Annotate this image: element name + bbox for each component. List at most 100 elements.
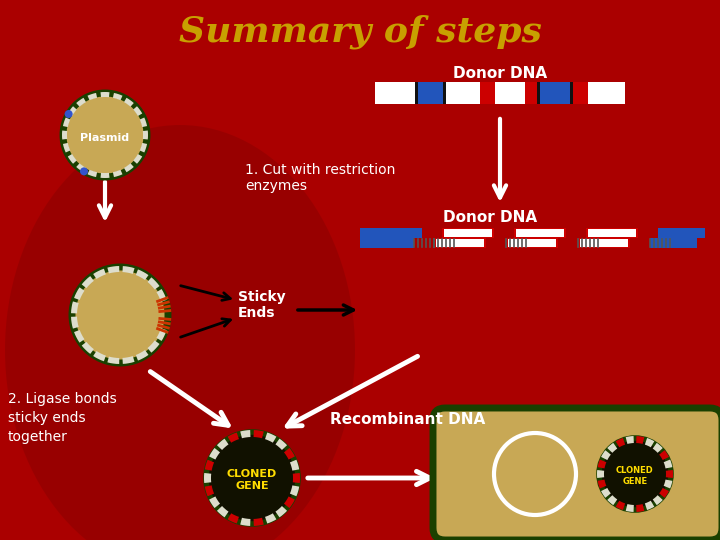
Wedge shape xyxy=(228,433,239,443)
Wedge shape xyxy=(122,266,135,274)
Wedge shape xyxy=(136,350,148,361)
Wedge shape xyxy=(156,289,166,302)
Circle shape xyxy=(72,267,168,363)
Wedge shape xyxy=(601,488,611,498)
Bar xyxy=(540,93,570,104)
Bar xyxy=(540,82,570,93)
Bar xyxy=(514,228,566,238)
Wedge shape xyxy=(63,118,71,127)
Wedge shape xyxy=(140,143,147,152)
Bar xyxy=(588,82,625,93)
Wedge shape xyxy=(76,163,86,172)
Ellipse shape xyxy=(5,125,355,540)
Wedge shape xyxy=(122,356,135,364)
Wedge shape xyxy=(664,480,672,489)
Circle shape xyxy=(599,438,671,510)
Text: CLONED
GENE: CLONED GENE xyxy=(227,469,277,491)
Wedge shape xyxy=(81,342,94,354)
Wedge shape xyxy=(645,501,654,510)
Wedge shape xyxy=(616,501,625,510)
Wedge shape xyxy=(107,266,120,273)
Wedge shape xyxy=(598,460,606,468)
Text: Donor DNA: Donor DNA xyxy=(453,65,547,80)
Bar xyxy=(375,93,418,104)
Wedge shape xyxy=(133,154,143,164)
Wedge shape xyxy=(626,436,634,444)
Wedge shape xyxy=(101,173,109,178)
Wedge shape xyxy=(636,436,644,444)
Bar xyxy=(540,93,570,104)
Wedge shape xyxy=(209,448,220,460)
Bar xyxy=(588,93,625,104)
Bar xyxy=(443,93,480,104)
Bar xyxy=(578,238,630,248)
Bar xyxy=(508,239,556,247)
Circle shape xyxy=(80,167,88,176)
Wedge shape xyxy=(228,514,239,523)
Wedge shape xyxy=(68,106,77,116)
Text: 1. Cut with restriction
enzymes: 1. Cut with restriction enzymes xyxy=(245,163,395,193)
Wedge shape xyxy=(240,518,251,526)
Wedge shape xyxy=(148,278,160,289)
Circle shape xyxy=(65,110,73,118)
Wedge shape xyxy=(63,143,71,152)
Bar xyxy=(586,228,638,238)
Bar xyxy=(567,82,573,104)
Wedge shape xyxy=(88,170,97,177)
Wedge shape xyxy=(276,506,287,517)
Wedge shape xyxy=(62,131,67,139)
Wedge shape xyxy=(660,450,669,460)
Wedge shape xyxy=(265,433,276,443)
Bar xyxy=(650,238,697,248)
Wedge shape xyxy=(626,504,634,512)
Text: Sticky
Ends: Sticky Ends xyxy=(238,290,286,320)
Bar xyxy=(436,239,484,247)
Wedge shape xyxy=(124,163,134,172)
Wedge shape xyxy=(143,131,148,139)
Wedge shape xyxy=(74,287,84,300)
Bar xyxy=(375,82,625,104)
Bar xyxy=(658,228,705,238)
Wedge shape xyxy=(81,276,94,288)
Wedge shape xyxy=(148,340,160,353)
Wedge shape xyxy=(276,438,287,450)
Wedge shape xyxy=(240,430,251,438)
Wedge shape xyxy=(101,92,109,97)
Wedge shape xyxy=(284,496,295,508)
Bar xyxy=(418,93,443,104)
Wedge shape xyxy=(653,443,662,453)
Wedge shape xyxy=(253,430,264,438)
Bar xyxy=(418,82,443,93)
Bar xyxy=(495,93,525,104)
Bar xyxy=(375,82,418,93)
Bar xyxy=(360,228,422,238)
Bar xyxy=(443,82,480,93)
Bar xyxy=(439,82,446,104)
Bar xyxy=(540,82,570,93)
Wedge shape xyxy=(601,450,611,460)
Bar xyxy=(442,228,494,238)
Bar xyxy=(360,238,414,248)
Wedge shape xyxy=(204,460,214,471)
Text: 2. Ligase bonds
sticky ends
together: 2. Ligase bonds sticky ends together xyxy=(8,392,117,444)
Circle shape xyxy=(206,432,298,524)
Wedge shape xyxy=(76,98,86,107)
Wedge shape xyxy=(253,518,264,526)
Bar xyxy=(506,238,558,248)
Wedge shape xyxy=(113,170,122,177)
Wedge shape xyxy=(124,98,134,107)
Wedge shape xyxy=(597,470,604,478)
Bar xyxy=(588,229,636,237)
Bar xyxy=(516,229,564,237)
Wedge shape xyxy=(616,438,625,447)
Bar xyxy=(580,239,628,247)
Wedge shape xyxy=(140,118,147,127)
Wedge shape xyxy=(666,470,673,478)
Wedge shape xyxy=(133,106,143,116)
Wedge shape xyxy=(293,473,300,483)
Text: Donor DNA: Donor DNA xyxy=(443,211,537,226)
Wedge shape xyxy=(68,154,77,164)
Wedge shape xyxy=(71,301,78,313)
Wedge shape xyxy=(113,93,122,100)
Wedge shape xyxy=(607,443,617,453)
